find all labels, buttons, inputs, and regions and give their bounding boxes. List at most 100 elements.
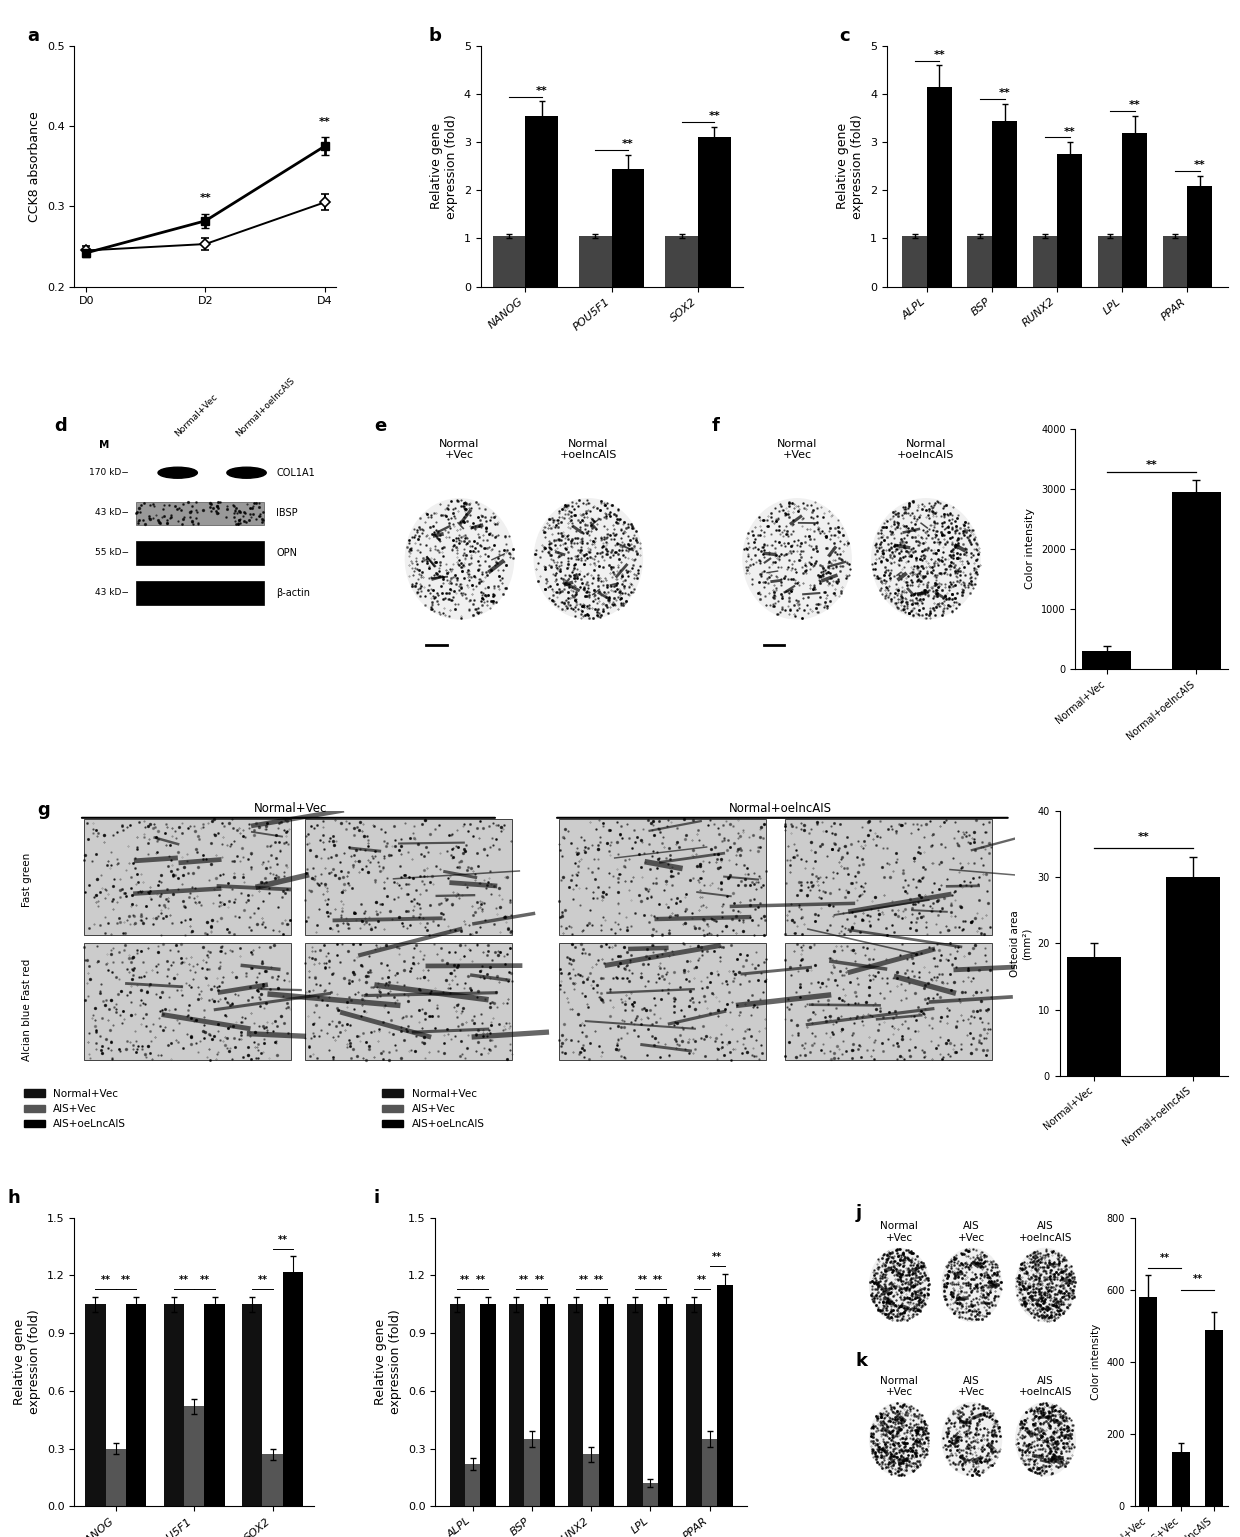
Bar <box>1097 237 1122 286</box>
Bar <box>559 944 766 1061</box>
Text: Normal+oelncAIS: Normal+oelncAIS <box>234 377 296 438</box>
Text: 43 kD−: 43 kD− <box>94 509 129 518</box>
Bar <box>559 819 766 936</box>
Bar <box>283 1271 303 1506</box>
Text: a: a <box>27 26 40 45</box>
Bar <box>84 944 291 1061</box>
Bar <box>1058 154 1083 286</box>
Text: **: ** <box>1194 160 1205 171</box>
Text: Normal
+Vec: Normal +Vec <box>880 1376 919 1397</box>
Text: **: ** <box>100 1276 110 1285</box>
Bar <box>126 1305 146 1506</box>
Text: **: ** <box>697 1276 707 1285</box>
Legend: Normal+Vec, AIS+Vec, AIS+oeLncAIS: Normal+Vec, AIS+Vec, AIS+oeLncAIS <box>378 1085 489 1133</box>
Bar <box>525 1439 539 1506</box>
Bar <box>480 1305 496 1506</box>
Text: 55 kD−: 55 kD− <box>94 549 129 558</box>
FancyBboxPatch shape <box>136 581 264 606</box>
Text: **: ** <box>637 1276 647 1285</box>
Bar <box>508 1305 525 1506</box>
Text: Normal
+Vec: Normal +Vec <box>880 1222 919 1243</box>
Bar <box>84 819 291 936</box>
Bar <box>967 237 992 286</box>
Ellipse shape <box>869 1403 929 1476</box>
Bar <box>105 1448 126 1506</box>
Bar <box>305 944 512 1061</box>
Text: **: ** <box>475 1276 485 1285</box>
Text: **: ** <box>179 1276 188 1285</box>
Text: i: i <box>373 1190 379 1207</box>
Bar <box>86 1305 105 1506</box>
Bar <box>583 1454 599 1506</box>
Y-axis label: Relative gene
expression (fold): Relative gene expression (fold) <box>14 1310 41 1414</box>
Bar <box>599 1305 614 1506</box>
Bar <box>526 115 558 286</box>
Bar <box>1122 132 1147 286</box>
Bar <box>785 819 992 936</box>
Text: **: ** <box>622 140 634 149</box>
Text: 170 kD−: 170 kD− <box>89 469 129 476</box>
Text: **: ** <box>1128 100 1141 111</box>
Text: **: ** <box>708 111 720 121</box>
Bar <box>305 819 512 936</box>
Text: **: ** <box>534 1276 544 1285</box>
Text: k: k <box>856 1353 868 1369</box>
Bar <box>611 169 645 286</box>
Text: M: M <box>99 440 109 450</box>
Text: e: e <box>374 417 387 435</box>
Bar <box>1068 956 1121 1076</box>
Bar <box>205 1305 224 1506</box>
Text: AIS
+Vec: AIS +Vec <box>959 1222 986 1243</box>
Text: Normal
+Vec: Normal +Vec <box>777 438 817 460</box>
Ellipse shape <box>743 500 851 619</box>
Text: **: ** <box>200 1276 210 1285</box>
Bar <box>263 1454 283 1506</box>
Ellipse shape <box>157 467 197 478</box>
Text: c: c <box>839 26 849 45</box>
Bar <box>698 137 730 286</box>
Text: b: b <box>428 26 441 45</box>
Text: **: ** <box>200 194 211 203</box>
Ellipse shape <box>227 467 267 478</box>
Text: Normal+oelncAIS: Normal+oelncAIS <box>729 802 832 815</box>
Text: **: ** <box>998 88 1011 98</box>
Text: AIS
+oelncAIS: AIS +oelncAIS <box>1019 1222 1073 1243</box>
Bar <box>903 237 928 286</box>
Text: **: ** <box>712 1253 722 1262</box>
Bar <box>1188 186 1213 286</box>
Ellipse shape <box>534 500 642 619</box>
Bar <box>579 237 611 286</box>
Text: **: ** <box>1146 460 1157 470</box>
Y-axis label: Relative gene
expression (fold): Relative gene expression (fold) <box>430 114 459 218</box>
Bar <box>785 944 992 1061</box>
Text: 43 kD−: 43 kD− <box>94 589 129 598</box>
FancyBboxPatch shape <box>136 541 264 566</box>
Bar <box>1172 492 1220 669</box>
Bar <box>687 1305 702 1506</box>
Text: **: ** <box>653 1276 663 1285</box>
Text: **: ** <box>258 1276 268 1285</box>
Ellipse shape <box>942 1403 1002 1476</box>
Bar <box>702 1439 717 1506</box>
Text: **: ** <box>1138 832 1149 842</box>
Text: j: j <box>856 1205 862 1222</box>
Text: Normal
+oelncAIS: Normal +oelncAIS <box>898 438 955 460</box>
Text: IBSP: IBSP <box>277 507 298 518</box>
Bar <box>465 1463 480 1506</box>
Text: **: ** <box>122 1276 131 1285</box>
Text: **: ** <box>536 86 548 95</box>
Text: Fast green: Fast green <box>22 853 32 907</box>
Bar <box>627 1305 642 1506</box>
Text: **: ** <box>278 1234 288 1245</box>
Ellipse shape <box>1016 1248 1075 1322</box>
Ellipse shape <box>405 500 513 619</box>
Ellipse shape <box>942 1248 1002 1322</box>
Bar <box>642 1483 658 1506</box>
Ellipse shape <box>1016 1403 1075 1476</box>
Bar <box>492 237 526 286</box>
Text: Normal+Vec: Normal+Vec <box>254 802 327 815</box>
Ellipse shape <box>872 500 980 619</box>
Bar <box>992 120 1017 286</box>
FancyBboxPatch shape <box>136 501 264 524</box>
Text: d: d <box>55 417 67 435</box>
